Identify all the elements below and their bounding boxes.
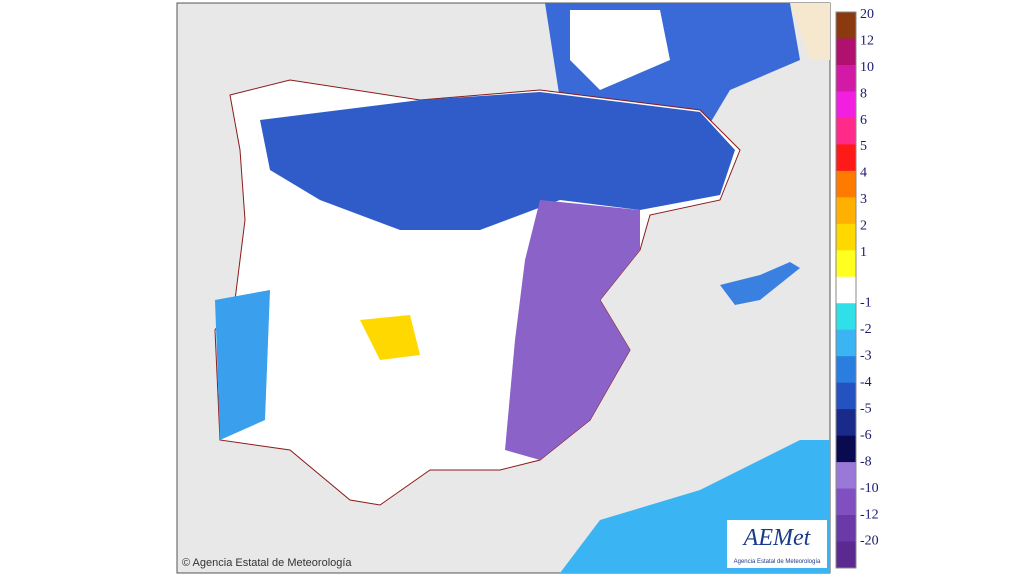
- scale-label: -20: [860, 534, 879, 549]
- scale-label: 4: [860, 166, 867, 181]
- copyright: © Agencia Estatal de Meteorología: [182, 557, 352, 569]
- scale-swatch: [836, 329, 856, 357]
- logo-subtitle: Agencia Estatal de Meteorología: [734, 559, 821, 565]
- scale-label: -3: [860, 348, 872, 363]
- scale-swatch: [836, 170, 856, 198]
- east-cold: [505, 200, 640, 460]
- logo-title: AEMet: [742, 525, 812, 551]
- scale-swatch: [836, 38, 856, 66]
- scale-swatch: [836, 12, 856, 39]
- scale-label: 5: [860, 139, 867, 154]
- scale-label: 8: [860, 86, 867, 101]
- france: [790, 3, 830, 60]
- scale-swatch: [836, 64, 856, 92]
- scale-label: -12: [860, 507, 879, 522]
- scale-swatch: [836, 435, 856, 463]
- france-warm: [570, 10, 670, 90]
- scale-label: -4: [860, 375, 872, 390]
- scale-label: 2: [860, 219, 867, 234]
- scale-label: -8: [860, 454, 872, 469]
- scale-label: 12: [860, 33, 874, 48]
- balearics: [720, 262, 800, 305]
- scale-swatch: [836, 117, 856, 145]
- scale-swatch: [836, 303, 856, 331]
- scale-label: 3: [860, 192, 867, 207]
- scale-swatch: [836, 382, 856, 410]
- scale-swatch: [836, 91, 856, 119]
- scale-label: -5: [860, 401, 872, 416]
- scale-swatch: [836, 541, 856, 569]
- scale-label: -1: [860, 295, 872, 310]
- scale-swatch: [836, 223, 856, 251]
- scale-swatch: [836, 409, 856, 437]
- scale-label: 1: [860, 245, 867, 260]
- scale-swatch: [836, 250, 856, 278]
- scale-label: 20: [860, 7, 874, 22]
- scale-border: [835, 11, 857, 569]
- scale-swatch: [836, 356, 856, 384]
- scale-label: -10: [860, 481, 879, 496]
- scale-swatch: [836, 144, 856, 172]
- scale-swatch: [836, 197, 856, 225]
- west-cold: [215, 290, 270, 440]
- scale-swatch: [836, 515, 856, 543]
- scale-swatch: [836, 488, 856, 516]
- color-scale: 20 12 10 8 6 5 4 3 2 1 -1 -2 -3 -4 -5 -6 -8 -10 -12 -20: [835, 7, 879, 569]
- scale-label: -6: [860, 428, 872, 443]
- logo-box: [727, 520, 827, 568]
- scale-label: -2: [860, 322, 872, 337]
- scale-swatch: [836, 462, 856, 490]
- scale-label: 10: [860, 60, 874, 75]
- scale-label: 6: [860, 113, 867, 128]
- scale-swatch: [836, 276, 856, 304]
- warm-patch: [360, 315, 420, 360]
- north-cold: [260, 92, 735, 230]
